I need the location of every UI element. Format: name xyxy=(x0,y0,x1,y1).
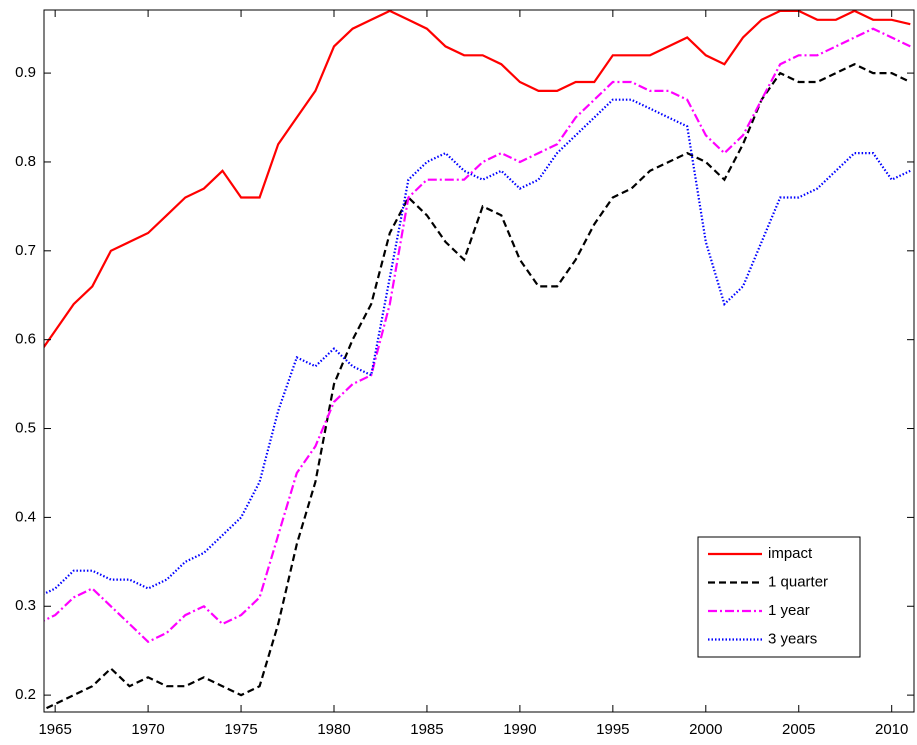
x-tick-label: 1970 xyxy=(131,721,164,738)
plot-area xyxy=(44,10,911,711)
y-tick-label: 0.7 xyxy=(15,242,36,259)
y-tick-label: 0.2 xyxy=(15,686,36,703)
x-tick-label: 1995 xyxy=(596,721,629,738)
legend-box xyxy=(697,536,861,658)
series-line xyxy=(44,27,911,644)
x-tick-label: 1985 xyxy=(410,721,443,738)
y-tick-label: 0.6 xyxy=(15,331,36,348)
axes-box xyxy=(43,9,915,713)
series-line xyxy=(44,62,911,711)
x-tick-label: 1965 xyxy=(38,721,71,738)
legend-label: 1 quarter xyxy=(768,573,828,590)
x-tick-label: 2010 xyxy=(875,721,908,738)
x-tick-label: 1980 xyxy=(317,721,350,738)
x-tick-label: 2000 xyxy=(689,721,722,738)
series-line xyxy=(44,10,911,349)
x-tick-label: 1990 xyxy=(503,721,536,738)
x-tick-label: 1975 xyxy=(224,721,257,738)
legend-label: impact xyxy=(768,545,813,562)
legend-label: 1 year xyxy=(768,602,810,619)
y-tick-label: 0.9 xyxy=(15,64,36,81)
x-tick-label: 2005 xyxy=(782,721,815,738)
y-tick-label: 0.3 xyxy=(15,597,36,614)
y-tick-label: 0.4 xyxy=(15,508,36,525)
legend-label: 3 years xyxy=(768,630,817,647)
y-tick-label: 0.8 xyxy=(15,153,36,170)
y-tick-label: 0.5 xyxy=(15,420,36,437)
